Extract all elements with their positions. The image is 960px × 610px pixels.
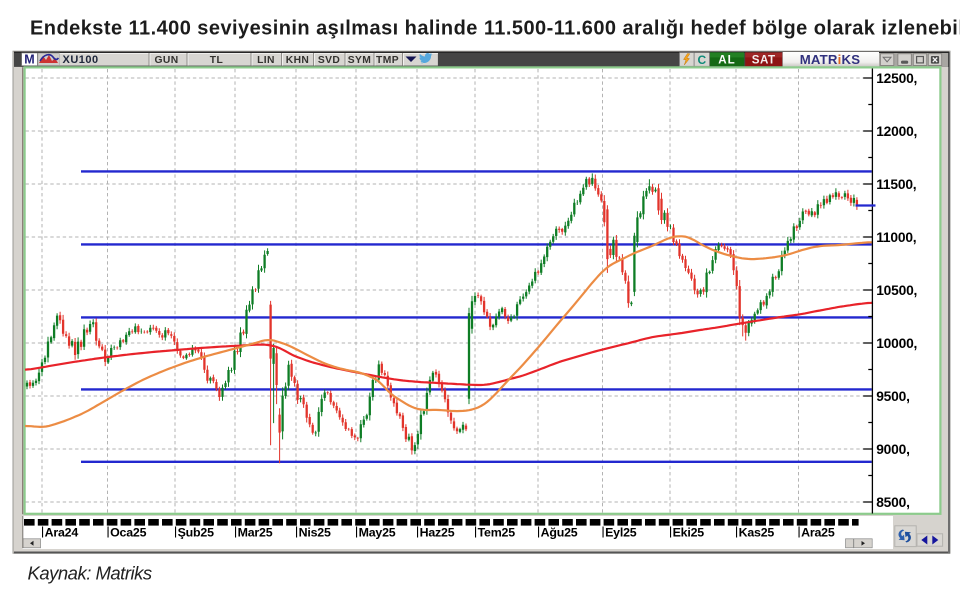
svg-text:11000,: 11000, <box>876 230 916 245</box>
svg-text:12500,: 12500, <box>876 71 917 86</box>
svg-text:KHN: KHN <box>286 55 310 66</box>
svg-text:Şub25: Şub25 <box>178 525 214 539</box>
svg-text:M: M <box>24 53 34 67</box>
svg-text:10000,: 10000, <box>876 336 917 351</box>
svg-text:Kas25: Kas25 <box>739 525 775 539</box>
svg-text:Oca25: Oca25 <box>110 525 147 539</box>
svg-text:Endekste 11.400 seviyesinin aş: Endekste 11.400 seviyesinin aşılması hal… <box>30 18 960 40</box>
svg-text:Nis25: Nis25 <box>299 525 331 539</box>
svg-text:MATRiKS: MATRiKS <box>800 52 861 67</box>
svg-text:May25: May25 <box>359 525 396 539</box>
svg-text:Haz25: Haz25 <box>420 525 455 539</box>
svg-text:12000,: 12000, <box>876 124 917 139</box>
svg-text:Mar25: Mar25 <box>238 525 273 539</box>
svg-text:Tem25: Tem25 <box>478 525 516 539</box>
svg-text:AL: AL <box>718 54 735 67</box>
svg-text:LIN: LIN <box>257 55 275 66</box>
svg-text:Kaynak: Matriks: Kaynak: Matriks <box>28 563 152 584</box>
svg-text:9500,: 9500, <box>876 389 910 404</box>
svg-text:Eyl25: Eyl25 <box>605 525 637 539</box>
svg-text:8500,: 8500, <box>876 495 910 510</box>
svg-text:SYM: SYM <box>348 55 372 66</box>
svg-text:GUN: GUN <box>154 55 178 66</box>
svg-text:Ağu25: Ağu25 <box>541 525 578 539</box>
svg-text:11500,: 11500, <box>876 177 916 192</box>
svg-text:SVD: SVD <box>318 55 340 66</box>
svg-text:9000,: 9000, <box>876 442 910 457</box>
svg-text:10500,: 10500, <box>876 283 917 298</box>
svg-text:Eki25: Eki25 <box>673 525 705 539</box>
svg-text:Ara25: Ara25 <box>801 525 835 539</box>
svg-text:C: C <box>697 53 706 67</box>
svg-text:Ara24: Ara24 <box>45 525 79 539</box>
svg-text:SAT: SAT <box>752 54 776 67</box>
svg-text:TL: TL <box>210 55 223 66</box>
svg-text:XU100: XU100 <box>63 54 99 66</box>
svg-text:TMP: TMP <box>376 55 399 66</box>
